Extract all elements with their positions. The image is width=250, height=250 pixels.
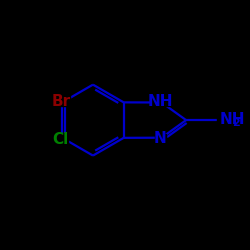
Text: 2: 2 — [232, 118, 240, 128]
Text: NH: NH — [220, 112, 245, 127]
Text: Cl: Cl — [52, 132, 68, 146]
Bar — [52, 96, 70, 106]
Text: NH: NH — [148, 94, 173, 109]
Bar — [218, 114, 241, 126]
Bar — [53, 134, 68, 144]
Text: N: N — [154, 132, 167, 146]
Bar — [155, 134, 166, 144]
Bar — [152, 96, 169, 106]
Text: Br: Br — [52, 94, 70, 109]
